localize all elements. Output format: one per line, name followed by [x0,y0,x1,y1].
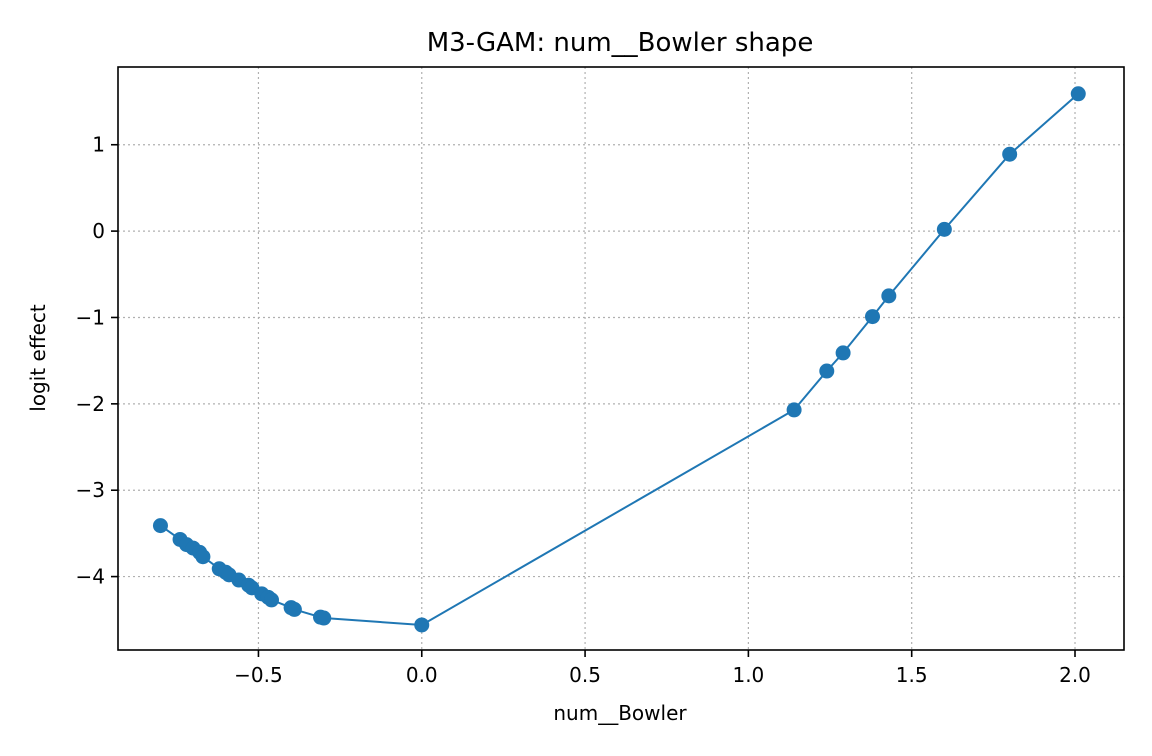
data-point [881,288,897,304]
x-tick-label: 0.5 [569,663,601,687]
x-tick-label: 2.0 [1059,663,1091,687]
data-point [264,592,280,608]
x-tick-label: 1.0 [732,663,764,687]
x-tick-label: 1.5 [896,663,928,687]
data-point [152,518,168,534]
data-point [286,601,302,617]
data-point [786,402,802,418]
y-axis-label: logit effect [26,304,50,412]
y-tick-label: −4 [76,565,105,589]
data-point [1002,146,1018,162]
data-point [865,309,880,325]
x-axis-label: num__Bowler [553,701,687,725]
data-point [835,345,851,361]
series-layer [152,86,1086,633]
x-tick-label: 0.0 [406,663,438,687]
data-point [316,610,332,626]
data-point [195,549,211,565]
data-point [819,363,835,379]
y-tick-label: −1 [76,305,105,329]
y-tick-label: −2 [76,392,105,416]
y-tick-label: 1 [92,133,105,157]
data-point [414,617,430,633]
x-tick-label: −0.5 [234,663,283,687]
ticks: −0.5 0.0 0.5 1.0 1.5 2.0 1 0 −1 −2 −3 −4 [76,133,1091,687]
data-point [936,221,952,237]
plot-frame [117,66,1125,651]
chart-title: M3-GAM: num__Bowler shape [427,28,814,58]
y-tick-label: −3 [76,478,105,502]
grid [118,67,1124,650]
data-point [1070,86,1086,102]
y-tick-label: 0 [92,219,105,243]
